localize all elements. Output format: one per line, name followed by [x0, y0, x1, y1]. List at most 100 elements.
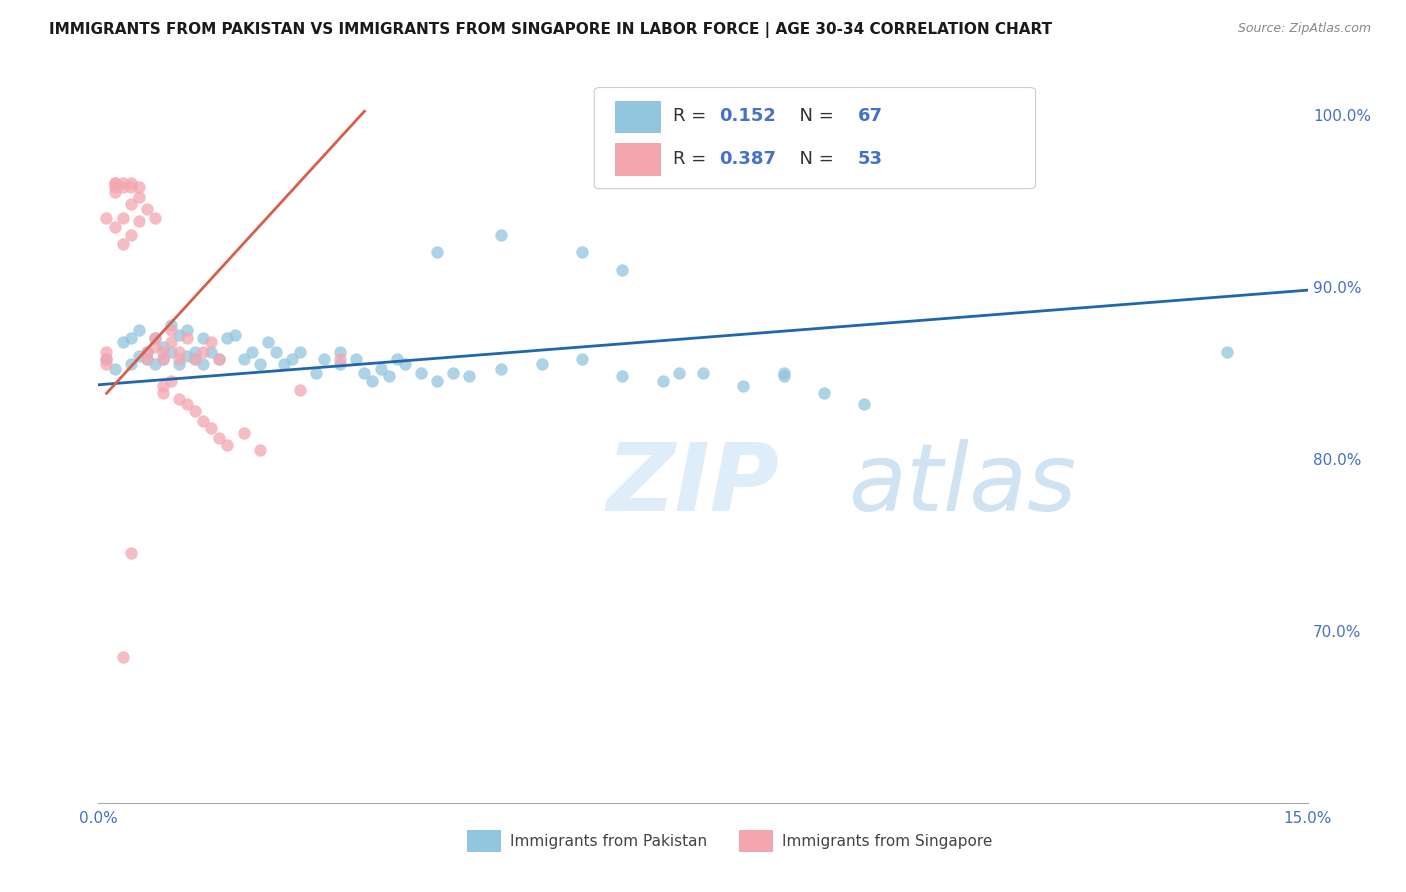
Point	[111, 236, 134, 251]
Point	[120, 546, 142, 560]
Text: 0.387: 0.387	[718, 150, 776, 168]
Point	[224, 327, 246, 342]
Point	[329, 351, 352, 366]
Point	[135, 345, 157, 359]
Point	[143, 211, 166, 225]
Point	[135, 202, 157, 217]
Point	[152, 340, 174, 354]
Point	[249, 443, 271, 458]
Point	[853, 397, 876, 411]
Point	[361, 375, 384, 389]
Point	[111, 649, 134, 664]
Point	[160, 375, 183, 389]
Point	[370, 362, 392, 376]
Point	[249, 357, 271, 371]
Point	[692, 366, 714, 380]
Point	[160, 318, 183, 332]
Point	[120, 331, 142, 345]
Point	[491, 362, 513, 376]
Point	[193, 357, 215, 371]
Point	[143, 340, 166, 354]
Point	[167, 357, 190, 371]
Point	[217, 331, 239, 345]
Text: R =: R =	[672, 107, 711, 126]
Point	[128, 323, 150, 337]
Point	[184, 351, 207, 366]
Point	[135, 351, 157, 366]
Text: atlas: atlas	[848, 440, 1077, 531]
Point	[281, 351, 304, 366]
Point	[200, 334, 222, 349]
Point	[208, 431, 231, 445]
Point	[491, 228, 513, 243]
Point	[344, 351, 367, 366]
Point	[772, 369, 794, 384]
Point	[353, 366, 375, 380]
Text: 53: 53	[858, 150, 883, 168]
Point	[772, 366, 794, 380]
Point	[135, 351, 157, 366]
Point	[256, 334, 278, 349]
Text: 0.152: 0.152	[718, 107, 776, 126]
Point	[103, 177, 125, 191]
Text: IMMIGRANTS FROM PAKISTAN VS IMMIGRANTS FROM SINGAPORE IN LABOR FORCE | AGE 30-34: IMMIGRANTS FROM PAKISTAN VS IMMIGRANTS F…	[49, 22, 1052, 38]
Point	[160, 345, 183, 359]
Point	[152, 345, 174, 359]
Point	[167, 327, 190, 342]
Point	[143, 331, 166, 345]
Point	[426, 245, 449, 260]
Point	[208, 351, 231, 366]
Point	[612, 369, 634, 384]
Point	[111, 180, 134, 194]
Point	[96, 345, 118, 359]
Point	[458, 369, 481, 384]
Point	[184, 345, 207, 359]
Point	[96, 211, 118, 225]
Text: ZIP: ZIP	[606, 439, 779, 531]
Point	[571, 245, 593, 260]
Point	[176, 397, 198, 411]
Point	[96, 351, 118, 366]
Text: 67: 67	[858, 107, 883, 126]
Point	[571, 351, 593, 366]
Point	[167, 345, 190, 359]
Point	[176, 323, 198, 337]
Text: N =: N =	[787, 150, 839, 168]
FancyBboxPatch shape	[740, 830, 773, 852]
Point	[813, 386, 835, 401]
Point	[167, 351, 190, 366]
Point	[176, 331, 198, 345]
Point	[240, 345, 263, 359]
Point	[193, 345, 215, 359]
Point	[232, 351, 254, 366]
Point	[200, 345, 222, 359]
Point	[120, 180, 142, 194]
Point	[184, 403, 207, 417]
Point	[385, 351, 408, 366]
Text: Immigrants from Pakistan: Immigrants from Pakistan	[509, 834, 707, 848]
Point	[103, 180, 125, 194]
Point	[733, 379, 755, 393]
Point	[103, 362, 125, 376]
FancyBboxPatch shape	[614, 143, 661, 176]
Point	[530, 357, 553, 371]
Point	[176, 349, 198, 363]
Point	[160, 334, 183, 349]
Point	[314, 351, 336, 366]
Point	[135, 345, 157, 359]
Point	[651, 375, 673, 389]
Point	[152, 386, 174, 401]
Point	[152, 351, 174, 366]
Point	[273, 357, 295, 371]
Point	[288, 345, 311, 359]
Point	[200, 421, 222, 435]
Point	[232, 425, 254, 440]
Point	[143, 357, 166, 371]
Point	[208, 351, 231, 366]
Point	[128, 214, 150, 228]
Point	[96, 351, 118, 366]
Point	[184, 351, 207, 366]
Point	[111, 177, 134, 191]
Point	[668, 366, 690, 380]
Point	[128, 349, 150, 363]
